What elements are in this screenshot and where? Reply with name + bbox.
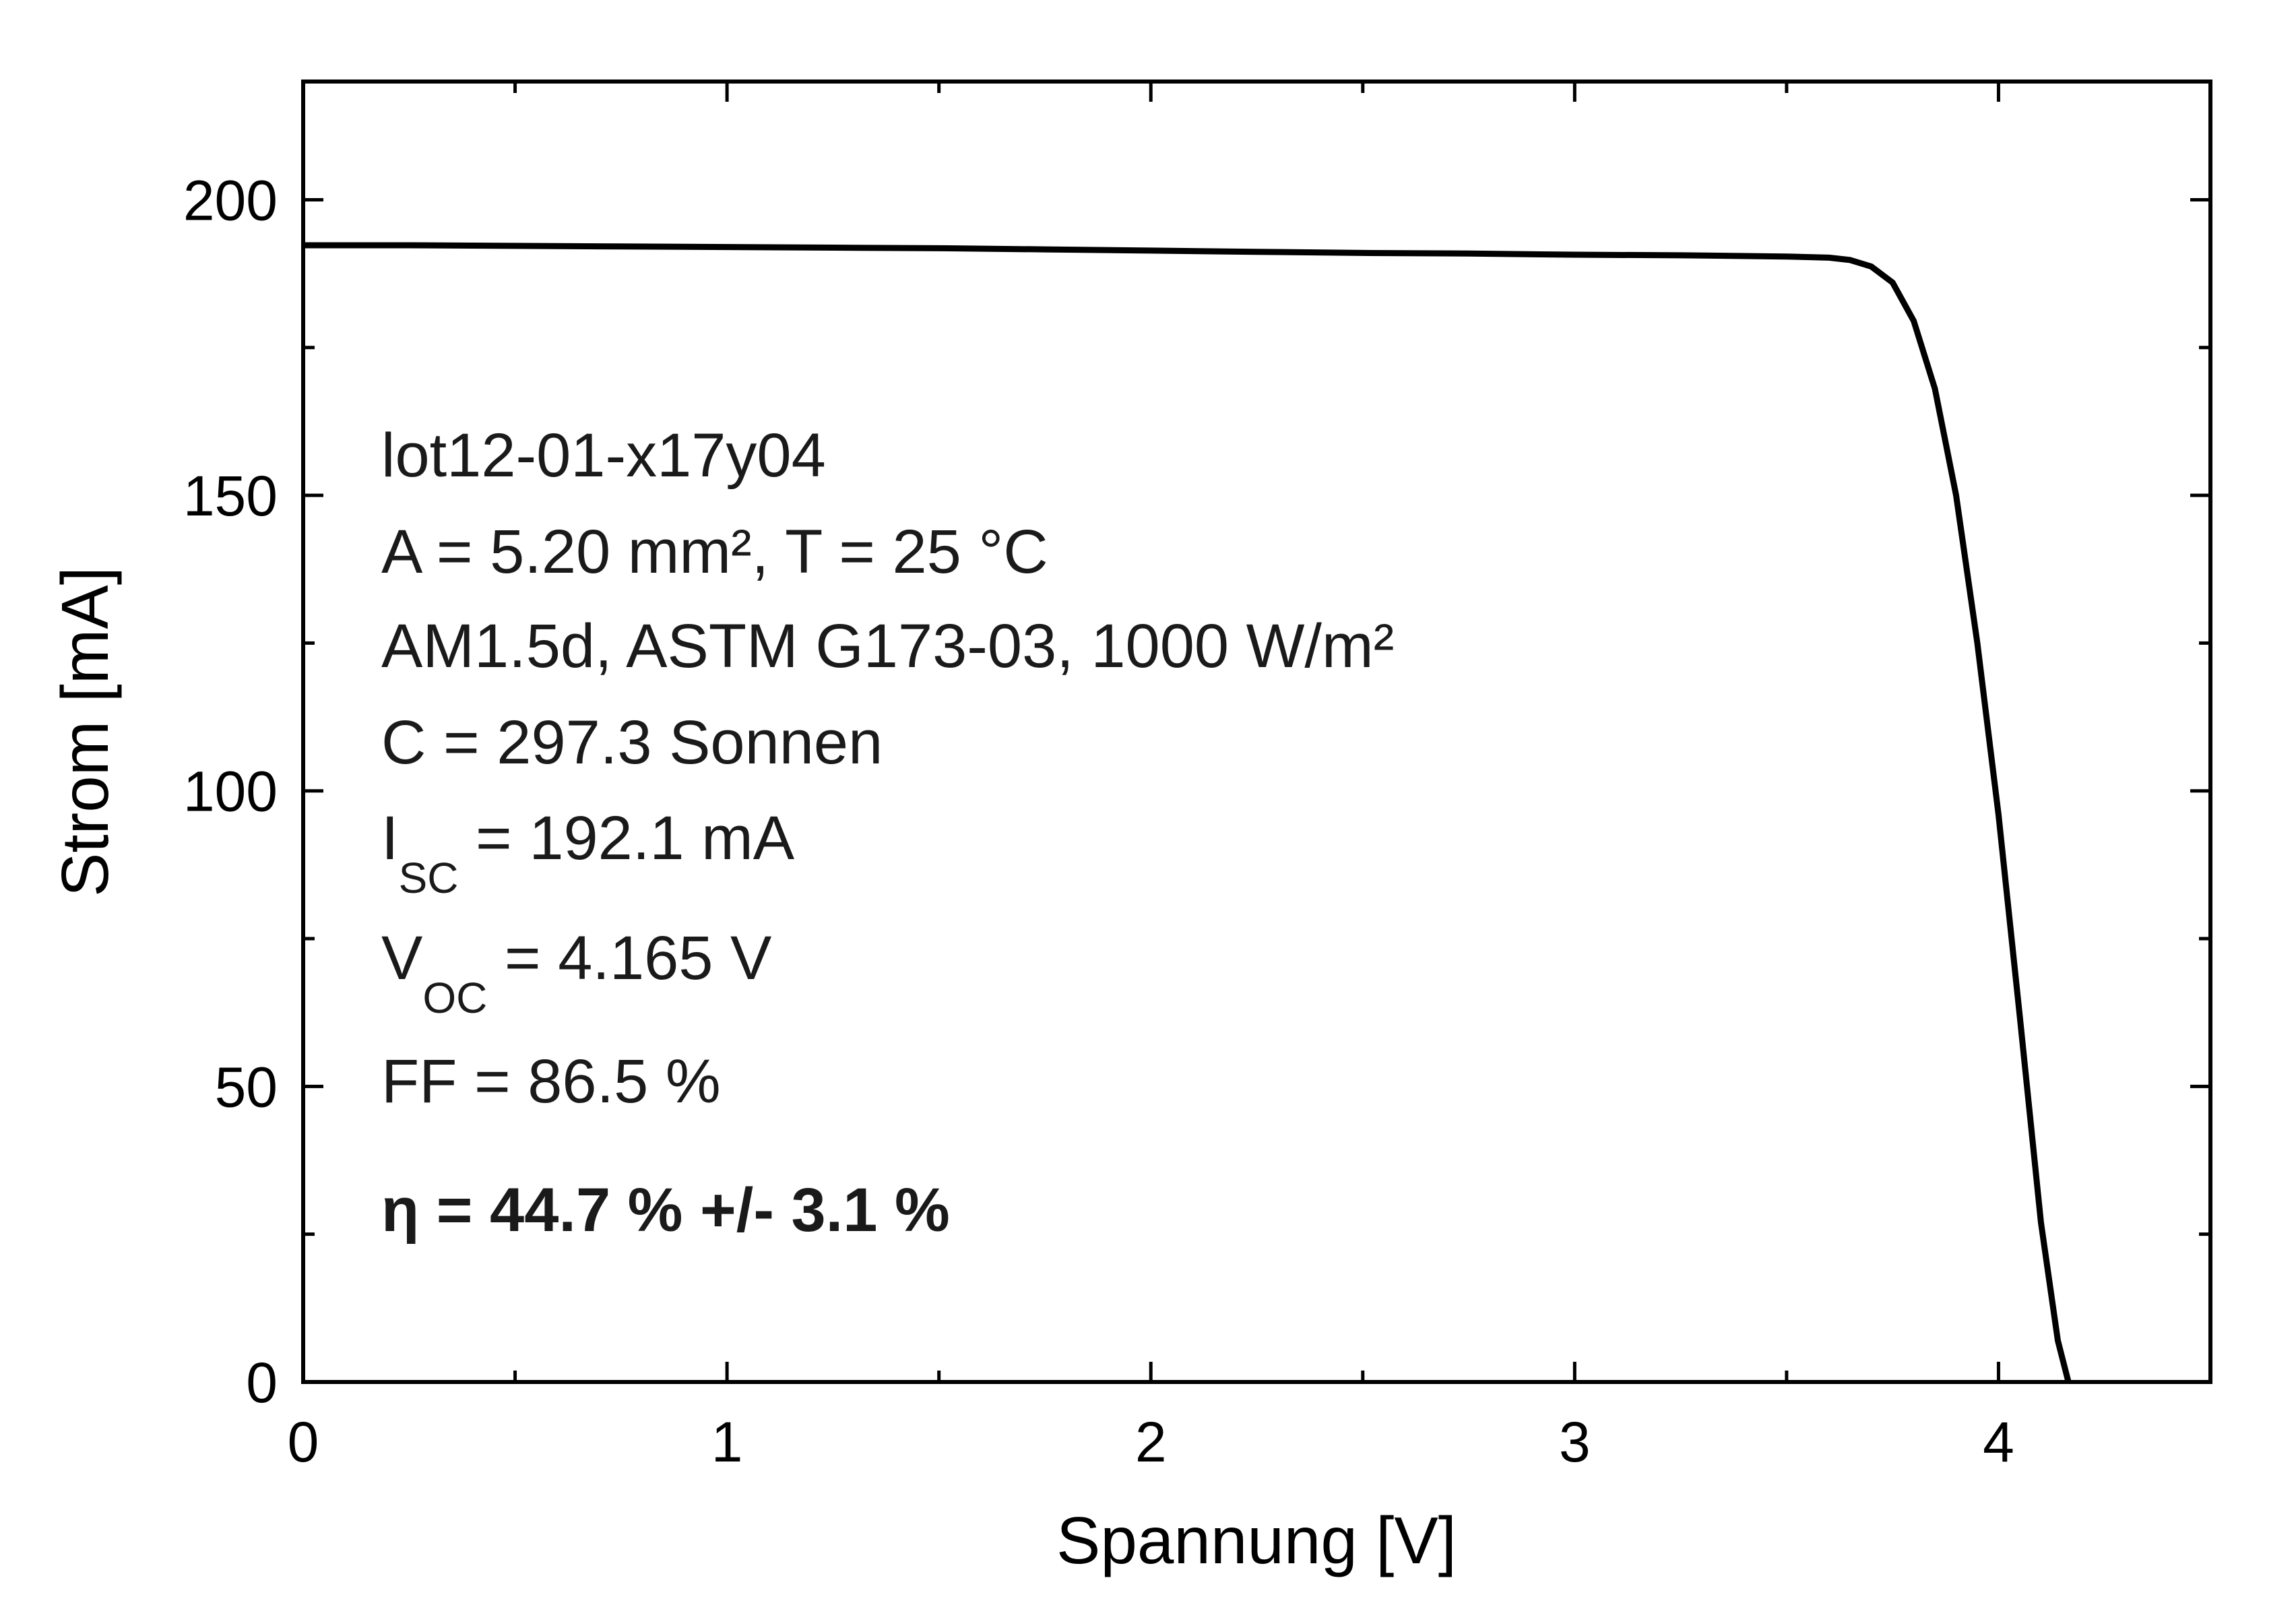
isc-value: = 192.1 mA xyxy=(458,804,794,873)
x-tick-label: 1 xyxy=(711,1410,743,1474)
y-tick-label: 200 xyxy=(183,168,278,232)
voc-subscript: OC xyxy=(422,974,487,1022)
x-tick-label: 0 xyxy=(288,1410,319,1474)
tick-labels: 0 1 2 3 4 0 50 100 150 200 xyxy=(183,168,2014,1474)
annotation-voc: VOC = 4.165 V xyxy=(381,924,771,1022)
y-tick-label: 150 xyxy=(183,464,278,528)
annotation-fill-factor: FF = 86.5 % xyxy=(381,1047,721,1116)
axis-ticks xyxy=(301,82,2210,1384)
iv-curve-line xyxy=(303,242,2072,1383)
x-tick-label: 4 xyxy=(1983,1410,2014,1474)
x-axis-label: Spannung [V] xyxy=(1056,1503,1457,1577)
annotation-efficiency: η = 44.7 % +/- 3.1 % xyxy=(381,1176,950,1245)
annotation-sample-id: lot12-01-x17y04 xyxy=(381,421,826,490)
annotation-isc: ISC = 192.1 mA xyxy=(381,804,795,902)
plot-frame xyxy=(301,80,2212,1384)
x-tick-label: 2 xyxy=(1135,1410,1167,1474)
y-tick-label: 100 xyxy=(183,760,278,823)
isc-symbol: I xyxy=(381,804,399,873)
annotation-spectrum: AM1.5d, ASTM G173-03, 1000 W/m² xyxy=(381,612,1394,681)
annotation-concentration: C = 297.3 Sonnen xyxy=(381,708,883,777)
voc-value: = 4.165 V xyxy=(487,924,771,993)
voc-symbol: V xyxy=(381,924,422,993)
annotation-block: lot12-01-x17y04 A = 5.20 mm², T = 25 °C … xyxy=(381,421,1394,1245)
y-tick-label: 50 xyxy=(215,1055,278,1119)
isc-subscript: SC xyxy=(399,854,459,902)
x-tick-label: 3 xyxy=(1559,1410,1591,1474)
annotation-area-temp: A = 5.20 mm², T = 25 °C xyxy=(381,517,1048,586)
y-axis-label: Strom [mA] xyxy=(48,567,122,897)
y-tick-label: 0 xyxy=(246,1351,278,1414)
